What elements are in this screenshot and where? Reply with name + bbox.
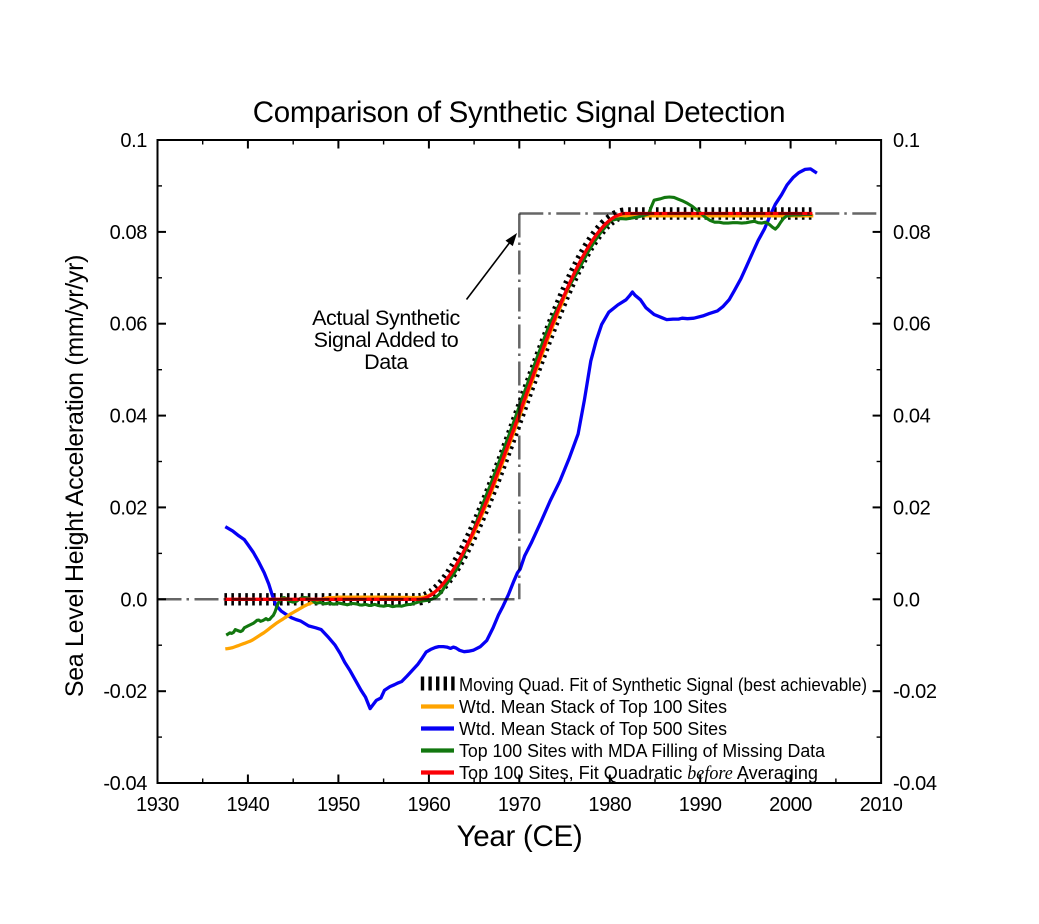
svg-text:0.08: 0.08 (110, 222, 148, 244)
svg-text:-0.04: -0.04 (893, 773, 937, 795)
svg-text:Comparison of Synthetic Signal: Comparison of Synthetic Signal Detection (253, 96, 785, 129)
svg-text:0.02: 0.02 (110, 497, 148, 519)
svg-text:Top 100 Sites with MDA Filling: Top 100 Sites with MDA Filling of Missin… (459, 740, 826, 761)
svg-text:0.0: 0.0 (893, 589, 920, 611)
svg-text:0.08: 0.08 (893, 222, 931, 244)
svg-text:0.1: 0.1 (120, 130, 147, 152)
svg-text:1970: 1970 (498, 794, 541, 816)
svg-text:1940: 1940 (226, 794, 269, 816)
svg-text:-0.04: -0.04 (103, 773, 147, 795)
svg-text:0.06: 0.06 (110, 314, 148, 336)
svg-text:Wtd. Mean Stack of Top 500 Sit: Wtd. Mean Stack of Top 500 Sites (459, 718, 727, 739)
svg-text:-0.02: -0.02 (893, 681, 937, 703)
svg-text:0.02: 0.02 (893, 497, 931, 519)
svg-text:1980: 1980 (588, 794, 631, 816)
svg-text:0.04: 0.04 (893, 406, 931, 428)
svg-text:1990: 1990 (679, 794, 722, 816)
svg-text:0.0: 0.0 (120, 589, 147, 611)
svg-text:Year (CE): Year (CE) (457, 820, 583, 853)
svg-text:1930: 1930 (136, 794, 179, 816)
svg-text:1950: 1950 (317, 794, 360, 816)
svg-text:0.04: 0.04 (110, 406, 148, 428)
svg-text:Data: Data (364, 350, 408, 374)
svg-text:Actual Synthetic: Actual Synthetic (312, 306, 460, 330)
svg-text:0.06: 0.06 (893, 314, 931, 336)
svg-text:2010: 2010 (860, 794, 903, 816)
svg-text:Sea Level Height Acceleration: Sea Level Height Acceleration (mm/yr/yr) (61, 255, 89, 697)
svg-text:1960: 1960 (407, 794, 450, 816)
svg-text:Moving Quad. Fit of Synthetic: Moving Quad. Fit of Synthetic Signal (be… (459, 674, 867, 695)
svg-text:Signal Added to: Signal Added to (314, 328, 459, 352)
svg-text:2000: 2000 (769, 794, 812, 816)
svg-text:Wtd. Mean Stack of Top 100 Sit: Wtd. Mean Stack of Top 100 Sites (459, 696, 727, 717)
svg-text:Top 100 Sites, Fit Quadratic b: Top 100 Sites, Fit Quadratic before Aver… (459, 762, 818, 784)
svg-text:0.1: 0.1 (893, 130, 920, 152)
svg-text:-0.02: -0.02 (103, 681, 147, 703)
